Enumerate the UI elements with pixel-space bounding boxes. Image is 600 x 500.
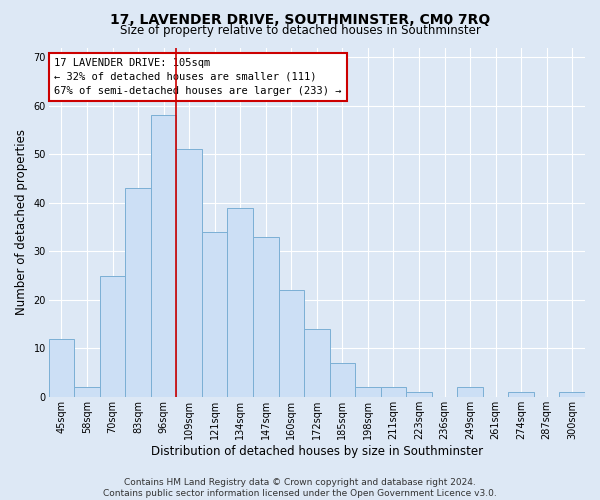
Bar	[508, 392, 534, 397]
Text: Contains HM Land Registry data © Crown copyright and database right 2024.
Contai: Contains HM Land Registry data © Crown c…	[103, 478, 497, 498]
Text: Size of property relative to detached houses in Southminster: Size of property relative to detached ho…	[119, 24, 481, 37]
Bar	[329, 363, 355, 397]
Bar	[151, 116, 176, 397]
Bar	[559, 392, 585, 397]
Text: 17 LAVENDER DRIVE: 105sqm
← 32% of detached houses are smaller (111)
67% of semi: 17 LAVENDER DRIVE: 105sqm ← 32% of detac…	[54, 58, 341, 96]
Text: 17, LAVENDER DRIVE, SOUTHMINSTER, CM0 7RQ: 17, LAVENDER DRIVE, SOUTHMINSTER, CM0 7R…	[110, 12, 490, 26]
Bar	[202, 232, 227, 397]
Bar	[355, 387, 380, 397]
Bar	[278, 290, 304, 397]
X-axis label: Distribution of detached houses by size in Southminster: Distribution of detached houses by size …	[151, 444, 483, 458]
Bar	[49, 338, 74, 397]
Y-axis label: Number of detached properties: Number of detached properties	[15, 129, 28, 315]
Bar	[253, 236, 278, 397]
Bar	[457, 387, 483, 397]
Bar	[227, 208, 253, 397]
Bar	[380, 387, 406, 397]
Bar	[406, 392, 432, 397]
Bar	[74, 387, 100, 397]
Bar	[304, 329, 329, 397]
Bar	[100, 276, 125, 397]
Bar	[176, 150, 202, 397]
Bar	[125, 188, 151, 397]
